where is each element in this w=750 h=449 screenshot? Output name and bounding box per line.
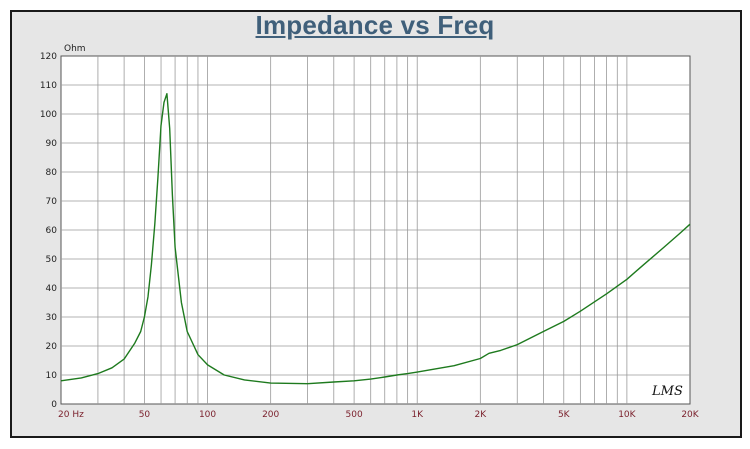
x-tick-label: 50 (139, 410, 151, 420)
y-tick-label: 20 (46, 342, 58, 352)
y-tick-label: 50 (46, 255, 58, 265)
x-tick-label: 100 (199, 410, 216, 420)
x-tick-label: 20K (681, 410, 699, 420)
y-tick-label: 0 (51, 400, 57, 410)
x-tick-label: 1K (411, 410, 424, 420)
series-group (60, 92, 691, 385)
y-tick-label: 90 (46, 139, 58, 149)
x-tick-label: 2K (475, 410, 488, 420)
y-tick-label: 30 (46, 313, 58, 323)
grid-lines (61, 56, 690, 404)
y-tick-label: 40 (46, 284, 58, 294)
x-tick-labels: 20 Hz 50 100 200 500 1K 2K 5K 10K 20K (58, 410, 700, 420)
x-tick-label: 10K (618, 410, 636, 420)
y-tick-label: 120 (40, 52, 57, 62)
chart-title: Impedance vs Freq (255, 10, 495, 40)
y-tick-labels: 0 10 20 30 40 50 60 70 80 90 100 110 120 (40, 52, 57, 410)
x-tick-label: 200 (262, 410, 279, 420)
y-tick-label: 100 (40, 110, 57, 120)
x-tick-label: 500 (346, 410, 363, 420)
y-tick-label: 60 (46, 226, 58, 236)
x-tick-label: 5K (558, 410, 571, 420)
y-tick-label: 80 (46, 168, 58, 178)
lms-logo: LMS (651, 384, 683, 399)
y-tick-label: 110 (40, 81, 57, 91)
x-tick-label: 20 Hz (58, 410, 84, 420)
impedance-series-line (60, 92, 691, 385)
y-tick-label: 10 (46, 371, 58, 381)
y-tick-label: 70 (46, 197, 58, 207)
y-unit-label: Ohm (64, 44, 86, 54)
